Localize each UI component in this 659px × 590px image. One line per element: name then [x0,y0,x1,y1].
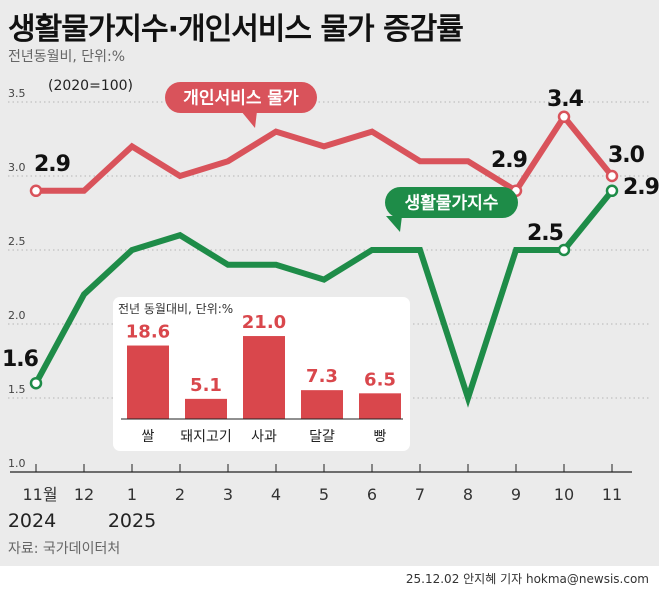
x-tick-label: 7 [415,485,425,504]
bar-value-label: 6.5 [364,369,396,390]
legend-personal-services-pointer [241,111,257,128]
bar-value-label: 18.6 [126,322,170,343]
bar-쌀 [127,345,169,419]
y-tick-label: 2.5 [8,235,26,248]
legend-living-price-index-pointer [386,216,402,232]
x-tick-label: 6 [367,485,377,504]
x-tick-label: 1 [127,485,137,504]
y-tick-label: 3.0 [8,161,26,174]
bar-사과 [243,336,285,419]
legend-personal-services-label: 개인서비스 물가 [183,89,299,109]
bar-빵 [359,393,401,419]
x-tick-label: 12 [74,485,94,504]
bar-돼지고기 [185,398,227,419]
bar-category-label: 달걀 [309,429,335,445]
data-point-marker [605,184,619,198]
data-point-marker [605,169,619,183]
credit-note: 25.12.02 안지혜 기자 hokma@newsis.com [405,572,649,586]
unit-note: 전년동월비, 단위:% [8,49,126,65]
x-tick-label: 2 [175,485,185,504]
data-label: 3.4 [547,87,584,112]
data-label: 3.0 [608,143,645,168]
bar-category-label: 쌀 [142,429,155,445]
data-point-marker [557,110,571,124]
inset-bar-chart: 전년 동월대비, 단위:% 18.6 쌀 5.1 돼지고기 21.0 사과 7.3 달걀 6.5 빵 [113,297,410,451]
data-label: 1.6 [2,347,39,372]
x-tick-label: 10 [554,485,574,504]
data-point-marker [29,184,43,198]
data-point-marker [557,243,571,257]
year-label: 2024 [8,510,56,532]
source-note: 자료: 국가데이터처 [8,541,121,557]
legend-living-price-index-label: 생활물가지수 [405,193,499,214]
base-note: (2020=100) [48,78,134,94]
x-tick-label: 5 [319,485,329,504]
bar-value-label: 7.3 [306,366,338,387]
bar-category-label: 빵 [374,429,387,445]
footer-bar [0,566,659,590]
data-point-marker [29,376,43,390]
data-label: 2.9 [623,175,659,200]
x-tick-label: 4 [271,485,281,504]
legend-personal-services [165,82,317,113]
x-tick-label: 8 [463,485,473,504]
chart-title: 생활물가지수·개인서비스 물가 증감률 [8,12,464,47]
series-line-1 [33,188,615,408]
legend-living-price-index [385,187,518,218]
data-label: 2.5 [527,221,563,246]
inset-title: 전년 동월대비, 단위:% [118,302,233,316]
bar-category-label: 돼지고기 [180,429,232,445]
data-label: 2.9 [34,152,70,177]
x-tick-label: 11월 [22,485,57,504]
x-tick-label: 3 [223,485,233,504]
year-label: 2025 [108,510,156,532]
y-tick-label: 1.0 [8,457,26,470]
bar-value-label: 21.0 [242,312,286,333]
y-tick-label: 1.5 [8,383,26,396]
y-tick-label: 3.5 [8,87,26,100]
y-tick-label: 2.0 [8,309,26,322]
bar-value-label: 5.1 [190,375,222,396]
bar-달걀 [301,390,343,419]
bar-category-label: 사과 [251,429,277,445]
data-label: 2.9 [491,148,527,173]
x-tick-label: 9 [511,485,521,504]
x-tick-label: 11 [602,485,622,504]
